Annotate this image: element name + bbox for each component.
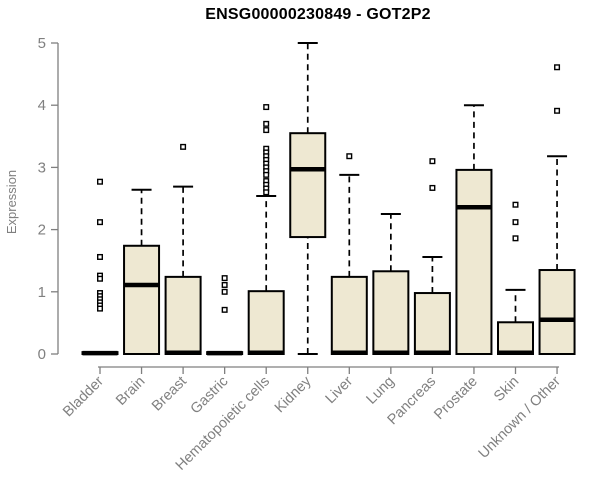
- outlier-point-gastric: [221, 306, 228, 313]
- x-tick-label-brain: Brain: [113, 374, 148, 409]
- box-brain: [123, 244, 161, 355]
- outlier-point-bladder: [96, 275, 103, 282]
- x-tick-label-lung: Lung: [364, 374, 398, 408]
- outlier-point-gastric: [221, 275, 228, 282]
- box-prostate: [455, 168, 493, 355]
- outlier-point-unknown-other: [554, 107, 561, 114]
- outlier-point-pancreas: [429, 158, 436, 165]
- y-tick-label: 3: [38, 159, 46, 176]
- outlier-point-hematopoietic-cells: [263, 127, 270, 134]
- x-tick-label-breast: Breast: [149, 374, 190, 415]
- box-liver: [330, 275, 368, 356]
- y-tick-label: 5: [38, 35, 46, 52]
- x-tick-label-liver: Liver: [323, 373, 357, 407]
- box-skin: [497, 321, 534, 356]
- outlier-point-unknown-other: [554, 64, 561, 71]
- x-tick-label-skin: Skin: [491, 374, 522, 405]
- outlier-point-bladder: [96, 219, 103, 226]
- y-tick-label: 0: [38, 346, 46, 363]
- outlier-point-pancreas: [429, 184, 436, 191]
- outlier-point-skin: [512, 201, 519, 208]
- x-tick-label-kidney: Kidney: [272, 373, 315, 416]
- y-tick-label: 2: [38, 222, 46, 239]
- outlier-point-bladder: [96, 305, 103, 312]
- y-tick-label: 1: [38, 284, 46, 301]
- outlier-point-gastric: [221, 281, 228, 288]
- box-hematopoietic-cells: [247, 290, 285, 356]
- chart-title: ENSG00000230849 - GOT2P2: [205, 6, 431, 23]
- outlier-point-bladder: [96, 178, 103, 185]
- box-unknown-other: [538, 269, 576, 355]
- outlier-point-gastric: [221, 288, 228, 295]
- box-lung: [372, 270, 410, 355]
- outlier-point-hematopoietic-cells: [263, 104, 270, 111]
- outlier-point-hematopoietic-cells: [263, 171, 270, 178]
- outlier-point-skin: [512, 219, 519, 226]
- outlier-point-breast: [180, 143, 187, 150]
- outlier-point-hematopoietic-cells: [263, 189, 270, 196]
- x-tick-label-bladder: Bladder: [60, 373, 107, 420]
- outlier-point-skin: [512, 235, 519, 242]
- x-tick-label-prostate: Prostate: [431, 374, 480, 423]
- outlier-point-bladder: [96, 253, 103, 260]
- box-kidney: [289, 132, 327, 239]
- outlier-point-liver: [346, 153, 353, 160]
- box-pancreas: [413, 292, 451, 356]
- outlier-point-hematopoietic-cells: [263, 120, 270, 127]
- y-tick-label: 4: [38, 97, 46, 114]
- box-breast: [164, 275, 202, 356]
